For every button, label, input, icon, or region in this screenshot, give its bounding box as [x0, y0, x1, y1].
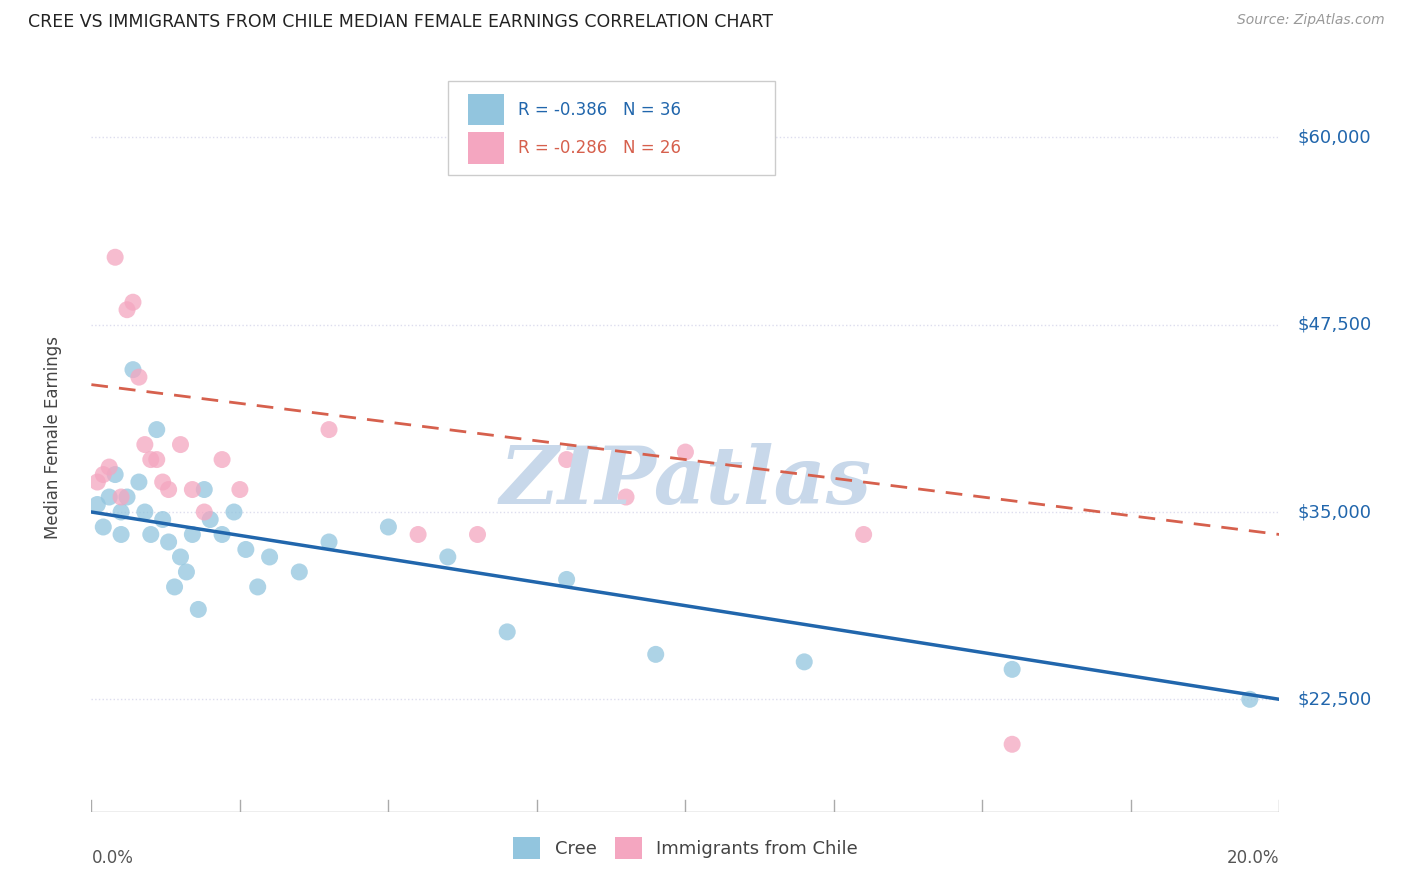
Point: [222, 505, 245, 519]
Point: [318, 535, 340, 549]
Point: [246, 580, 269, 594]
Point: [152, 475, 174, 489]
Point: [98, 490, 121, 504]
Point: [467, 527, 489, 541]
Text: $47,500: $47,500: [1298, 316, 1371, 334]
Bar: [468, 132, 503, 163]
Point: [152, 512, 174, 526]
Point: [211, 527, 233, 541]
Point: [110, 490, 132, 504]
Point: [110, 505, 132, 519]
Text: $60,000: $60,000: [1298, 128, 1371, 146]
Point: [134, 505, 156, 519]
Point: [181, 527, 204, 541]
Text: R = -0.286   N = 26: R = -0.286 N = 26: [517, 139, 681, 157]
Point: [104, 250, 127, 264]
Point: [436, 549, 458, 564]
Text: 20.0%: 20.0%: [1227, 849, 1279, 867]
Point: [128, 370, 150, 384]
Point: [181, 483, 204, 497]
Point: [169, 437, 191, 451]
Point: [169, 549, 191, 564]
Point: [104, 467, 127, 482]
Point: [1001, 662, 1024, 676]
Bar: [468, 94, 503, 126]
Text: Median Female Earnings: Median Female Earnings: [45, 335, 62, 539]
Point: [288, 565, 311, 579]
Point: [1239, 692, 1261, 706]
Point: [229, 483, 252, 497]
Point: [673, 445, 696, 459]
Point: [176, 565, 198, 579]
Text: R = -0.386   N = 36: R = -0.386 N = 36: [517, 101, 681, 119]
Point: [1001, 737, 1024, 751]
Point: [555, 573, 578, 587]
Point: [134, 437, 156, 451]
Point: [644, 648, 666, 662]
Point: [793, 655, 815, 669]
Point: [139, 527, 162, 541]
Point: [157, 483, 180, 497]
Point: [193, 505, 215, 519]
Point: [318, 423, 340, 437]
Point: [555, 452, 578, 467]
Point: [122, 362, 145, 376]
Point: [139, 452, 162, 467]
Point: [614, 490, 637, 504]
Point: [193, 483, 215, 497]
Text: $22,500: $22,500: [1298, 690, 1371, 708]
Point: [145, 452, 167, 467]
Point: [110, 527, 132, 541]
Point: [145, 423, 167, 437]
FancyBboxPatch shape: [447, 81, 775, 175]
Point: [377, 520, 399, 534]
Point: [406, 527, 429, 541]
Text: CREE VS IMMIGRANTS FROM CHILE MEDIAN FEMALE EARNINGS CORRELATION CHART: CREE VS IMMIGRANTS FROM CHILE MEDIAN FEM…: [28, 13, 773, 31]
Text: 0.0%: 0.0%: [91, 849, 134, 867]
Point: [187, 602, 209, 616]
Point: [211, 452, 233, 467]
Point: [200, 512, 222, 526]
Point: [259, 549, 281, 564]
Text: Source: ZipAtlas.com: Source: ZipAtlas.com: [1237, 13, 1385, 28]
Text: ZIPatlas: ZIPatlas: [499, 443, 872, 521]
Point: [115, 490, 138, 504]
Point: [91, 520, 114, 534]
Point: [122, 295, 145, 310]
Point: [86, 475, 108, 489]
Point: [157, 535, 180, 549]
Point: [496, 624, 519, 639]
Text: $35,000: $35,000: [1298, 503, 1371, 521]
Point: [91, 467, 114, 482]
Point: [852, 527, 875, 541]
Point: [115, 302, 138, 317]
Point: [128, 475, 150, 489]
Legend: Cree, Immigrants from Chile: Cree, Immigrants from Chile: [506, 830, 865, 866]
Point: [98, 460, 121, 475]
Point: [235, 542, 257, 557]
Point: [163, 580, 186, 594]
Point: [86, 498, 108, 512]
